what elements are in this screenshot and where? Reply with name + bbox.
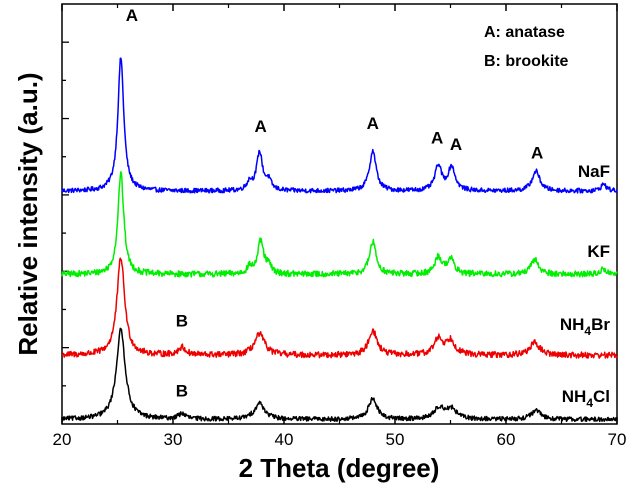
x-axis-ticks: 20 30 40 50 60 70	[53, 4, 627, 449]
series-label-tail: Br	[591, 315, 610, 334]
peak-marker-7: B	[176, 382, 188, 401]
series-label-main: NH	[560, 315, 585, 334]
x-tick-label: 30	[164, 430, 183, 449]
series-label-main: NH	[562, 387, 587, 406]
legend: A: anatase B: brookite	[484, 24, 569, 70]
peak-marker-0: A	[126, 6, 138, 25]
x-axis-title: 2 Theta (degree)	[239, 453, 440, 483]
series-label-main: NaF	[578, 162, 610, 181]
series-line-3	[61, 327, 618, 423]
x-tick-label: 40	[275, 430, 294, 449]
series-lines	[61, 57, 618, 423]
series-label-subscript: 4	[584, 324, 591, 338]
peak-marker-5: A	[531, 144, 543, 163]
y-axis-title: Relative intensity (a.u.)	[13, 72, 43, 355]
peak-marker-2: A	[367, 114, 379, 133]
x-tick-label: 20	[53, 430, 72, 449]
peak-marker-3: A	[431, 128, 443, 147]
series-label-tail: Cl	[593, 387, 610, 406]
legend-entry-brookite: B: brookite	[484, 53, 569, 70]
series-label-1: KF	[587, 242, 610, 261]
series-line-1	[61, 171, 618, 278]
x-tick-label: 50	[386, 430, 405, 449]
series-label-main: KF	[587, 242, 610, 261]
series-label-3: NH4Cl	[562, 387, 610, 410]
x-tick-label: 70	[608, 430, 627, 449]
peak-marker-6: B	[176, 312, 188, 331]
peak-marker-1: A	[255, 117, 267, 136]
legend-entry-anatase: A: anatase	[484, 24, 565, 41]
x-tick-label: 60	[497, 430, 516, 449]
series-label-0: NaF	[578, 162, 610, 181]
peak-marker-4: A	[450, 135, 462, 154]
series-label-subscript: 4	[586, 396, 593, 410]
peak-markers: AA AA A ABB	[126, 6, 543, 400]
series-line-0	[61, 57, 618, 194]
y-axis-ticks	[62, 41, 69, 387]
series-line-2	[61, 257, 618, 359]
series-label-2: NH4Br	[560, 315, 611, 338]
